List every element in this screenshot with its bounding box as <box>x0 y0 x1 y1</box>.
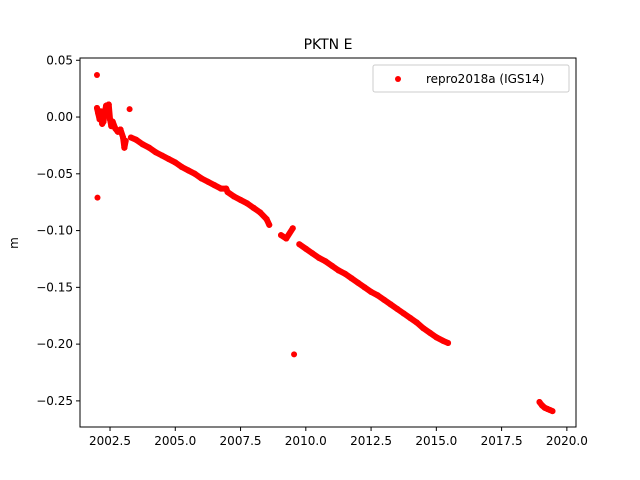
points-layer <box>93 72 556 415</box>
x-tick-label: 2010.0 <box>285 434 327 448</box>
y-tick-label: −0.10 <box>36 224 73 238</box>
x-tick-label: 2020.0 <box>546 434 588 448</box>
data-point <box>224 188 231 195</box>
data-point <box>328 262 335 269</box>
y-tick-label: −0.25 <box>36 394 73 408</box>
data-point <box>309 250 316 257</box>
data-point <box>394 305 401 312</box>
data-point <box>302 245 309 252</box>
data-point <box>322 258 329 265</box>
data-point <box>433 334 440 341</box>
data-point <box>348 275 355 282</box>
data-point <box>368 288 375 295</box>
legend-entry: repro2018a (IGS14) <box>426 72 544 86</box>
data-point <box>244 200 251 207</box>
legend-box <box>372 64 570 93</box>
y-tick-label: −0.20 <box>36 337 73 351</box>
data-point <box>231 193 238 200</box>
data-point <box>289 225 296 232</box>
data-point <box>185 167 192 174</box>
data-point <box>152 149 159 156</box>
data-point <box>549 408 556 415</box>
data-point <box>191 170 198 177</box>
x-tick-label: 2002.5 <box>89 434 131 448</box>
data-point <box>361 284 368 291</box>
data-point <box>146 144 153 151</box>
data-point <box>315 254 322 261</box>
data-point <box>126 106 133 113</box>
data-point <box>278 232 285 239</box>
data-point <box>445 339 452 346</box>
data-point <box>121 144 128 151</box>
data-point <box>94 194 101 201</box>
data-point <box>117 126 124 133</box>
data-point <box>341 270 348 277</box>
data-point <box>420 325 427 332</box>
data-point <box>291 351 298 358</box>
data-point <box>165 156 172 163</box>
data-point <box>413 319 420 326</box>
data-point <box>250 204 257 211</box>
data-point <box>105 101 112 108</box>
data-point <box>204 178 211 185</box>
y-axis-label: m <box>7 237 21 249</box>
data-point <box>266 221 273 228</box>
x-axis: 2002.5 2005.0 2007.5 2010.0 2012.5 2015.0 2017… <box>89 427 588 448</box>
y-tick-label: −0.15 <box>36 280 73 294</box>
data-point <box>211 182 218 189</box>
data-point <box>400 310 407 317</box>
data-point <box>426 329 433 336</box>
data-point <box>101 109 108 116</box>
data-point <box>381 296 388 303</box>
data-point <box>159 152 166 159</box>
y-tick-label: 0.00 <box>46 110 73 124</box>
x-tick-label: 2015.0 <box>415 434 457 448</box>
data-point <box>257 209 264 216</box>
y-tick-label: 0.05 <box>46 53 73 67</box>
data-point <box>127 134 134 141</box>
legend: repro2018a (IGS14) <box>372 64 570 93</box>
chart-title: PKTN E <box>304 37 353 53</box>
data-point <box>122 137 129 144</box>
data-point <box>139 141 146 148</box>
data-point <box>263 216 270 223</box>
data-point <box>109 118 116 125</box>
plot-frame <box>79 57 577 428</box>
data-point <box>374 292 381 299</box>
data-point <box>217 185 224 192</box>
x-tick-label: 2017.5 <box>481 434 523 448</box>
data-point <box>237 196 244 203</box>
data-point <box>296 241 303 248</box>
data-point <box>100 118 107 125</box>
data-point <box>439 337 446 344</box>
y-axis: 0.05 0.00 −0.05 −0.10 −0.15 −0.20 −0.25 <box>36 53 80 408</box>
x-tick-label: 2012.5 <box>350 434 392 448</box>
x-tick-label: 2005.0 <box>154 434 196 448</box>
data-point <box>355 279 362 286</box>
data-point <box>198 175 205 182</box>
x-tick-label: 2007.5 <box>220 434 262 448</box>
data-point <box>387 301 394 308</box>
data-point <box>178 163 185 170</box>
legend-marker <box>395 76 401 82</box>
data-point <box>172 159 179 166</box>
data-point <box>93 104 100 111</box>
data-point <box>133 136 140 143</box>
data-point <box>407 315 414 322</box>
data-point <box>93 72 100 79</box>
y-tick-label: −0.05 <box>36 167 73 181</box>
data-point <box>283 235 290 242</box>
data-point <box>335 267 342 274</box>
